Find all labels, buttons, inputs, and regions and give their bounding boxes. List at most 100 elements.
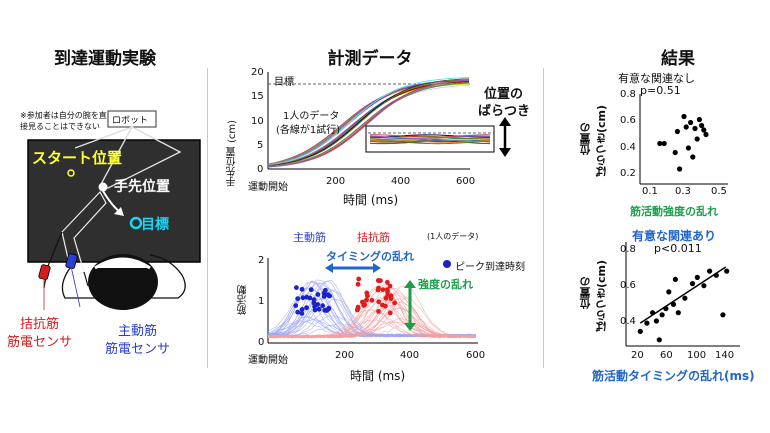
agonist-peak-dot xyxy=(327,293,333,299)
result1-point xyxy=(699,122,705,129)
result2-point xyxy=(689,281,696,287)
zoom-trajectory-line xyxy=(369,140,491,145)
result1-ylabel-1: 位置の xyxy=(579,122,592,155)
result1-heading: 有意な関連なし xyxy=(618,72,695,85)
agonist-peak-dot xyxy=(308,287,314,293)
antagonist-peak-dot xyxy=(369,297,375,303)
results-title: 結果 xyxy=(661,49,695,69)
bottom-x0-label: 運動開始 xyxy=(248,355,288,366)
antagonist-trace xyxy=(267,297,477,339)
target-marker xyxy=(129,216,143,230)
result2-point xyxy=(707,268,713,274)
result1-point xyxy=(657,140,663,147)
zoom-trajectory-line xyxy=(370,134,490,138)
agonist-peak-dot xyxy=(320,303,325,309)
result1-ylabel-2: ばらつき(cm) xyxy=(595,105,608,178)
antagonist-peak-dot xyxy=(387,310,393,316)
agonist-peak-dot xyxy=(312,307,318,313)
bottom-ylabel: 筋活動 xyxy=(238,285,249,315)
top-ytick-20: 20 xyxy=(251,67,264,78)
antagonist-peak-dot xyxy=(392,300,397,306)
result1-point xyxy=(690,154,696,160)
agonist-peak-dot xyxy=(324,308,329,313)
antagonist-peak-dot xyxy=(385,293,391,298)
antagonist-peak-dot xyxy=(387,283,393,289)
result1-point xyxy=(703,131,709,138)
variability-arrow-down xyxy=(499,148,511,157)
trajectory-line xyxy=(267,79,470,168)
timing-arrow-right xyxy=(373,263,381,273)
top-ytick-10: 10 xyxy=(251,116,264,127)
one-person-label-2: (各線が1試行) xyxy=(276,125,341,136)
result2-point xyxy=(659,312,665,318)
result1-xtick-0: 0.1 xyxy=(642,186,658,197)
robot-linkage xyxy=(98,126,182,189)
experiment-illustration xyxy=(27,110,201,310)
result2-p: p<0.011 xyxy=(654,242,702,255)
agonist-sensor-label-2: 筋電センサ xyxy=(105,342,171,357)
result1-point xyxy=(661,140,667,147)
antagonist-peak-dot xyxy=(376,299,382,305)
agonist-label: 主動筋 xyxy=(293,231,326,244)
agonist-peak-dot xyxy=(321,294,327,299)
peak-label: ピーク到達時刻 xyxy=(455,262,525,273)
top-ytick-15: 15 xyxy=(251,91,264,102)
result2-xtick-3: 140 xyxy=(715,350,735,361)
antagonist-peak-dot xyxy=(355,281,361,287)
antagonist-peak-dot xyxy=(380,287,386,293)
result1-point xyxy=(674,128,681,135)
antagonist-sensor-label-1: 拮抗筋 xyxy=(20,317,60,332)
result1-xtick-2: 0.5 xyxy=(711,186,727,197)
result2-xtick-0: 20 xyxy=(631,350,644,361)
result1-point xyxy=(696,116,703,123)
target-label: 目標 xyxy=(141,217,169,233)
result2-point xyxy=(672,276,679,282)
result1-point xyxy=(677,166,683,172)
agonist-peak-dot xyxy=(304,305,309,311)
result2-ylabel-1: 位置の xyxy=(579,276,592,309)
antagonist-peak-dot xyxy=(365,293,370,299)
top-ytick-5: 5 xyxy=(257,140,264,151)
result2-point xyxy=(713,272,719,278)
variability-label-2: ばらつき xyxy=(478,104,531,119)
agonist-peak-dot xyxy=(293,303,299,308)
result1-ytick-2: 0.4 xyxy=(620,142,636,153)
result1-point xyxy=(685,145,692,151)
result1-point xyxy=(672,149,678,156)
start-label: スタート位置 xyxy=(32,149,123,167)
trajectory-line xyxy=(267,78,470,167)
bottom-xtick-400: 400 xyxy=(400,350,420,361)
result2-point xyxy=(666,289,672,295)
one-person-label-1: 1人のデータ xyxy=(283,111,340,122)
top-x0-label: 運動開始 xyxy=(248,182,288,193)
result2-ytick-0: 0.8 xyxy=(620,244,636,255)
result2-point xyxy=(720,312,726,318)
agonist-peak-dot xyxy=(315,302,321,307)
bottom-ytick-0: 0 xyxy=(258,337,265,348)
antagonist-peak-dot xyxy=(388,296,394,302)
antagonist-peak-dot xyxy=(385,279,390,285)
result1-ytick-3: 0.2 xyxy=(620,168,636,179)
result2-point xyxy=(656,337,662,343)
antagonist-peak-dot xyxy=(376,309,381,314)
antagonist-peak-dot xyxy=(364,297,369,303)
result1-point xyxy=(694,136,700,142)
agonist-peak-dot xyxy=(316,306,322,312)
result1-point xyxy=(701,127,707,133)
hand-marker xyxy=(98,182,108,192)
zoom-trajectory-line xyxy=(369,138,491,142)
result2-xtick-2: 100 xyxy=(687,350,707,361)
antagonist-peak-dot xyxy=(380,302,385,308)
top-xtick-400: 400 xyxy=(391,176,411,187)
timing-label: タイミングの乱れ xyxy=(326,250,414,263)
divider-right xyxy=(543,68,544,368)
antagonist-peak-dot xyxy=(384,287,390,292)
antagonist-sensor xyxy=(38,264,51,281)
agonist-peak-dot xyxy=(299,286,305,292)
robot-label: ロボット xyxy=(112,116,149,126)
result2-ytick-2: 0.4 xyxy=(620,316,636,327)
intensity-arrow-down xyxy=(404,323,416,331)
bottom-xtick-600: 600 xyxy=(466,350,486,361)
result1-xtick-1: 0.3 xyxy=(675,186,691,197)
result2-point xyxy=(644,320,650,326)
